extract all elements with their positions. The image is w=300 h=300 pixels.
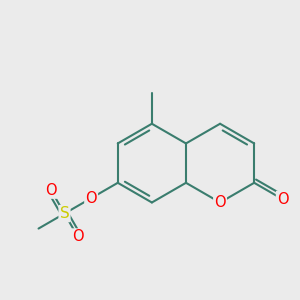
Text: S: S (60, 206, 69, 221)
Text: O: O (85, 191, 97, 206)
Text: O: O (214, 195, 226, 210)
Text: O: O (45, 183, 57, 198)
Text: O: O (277, 192, 289, 207)
Text: O: O (72, 230, 84, 244)
